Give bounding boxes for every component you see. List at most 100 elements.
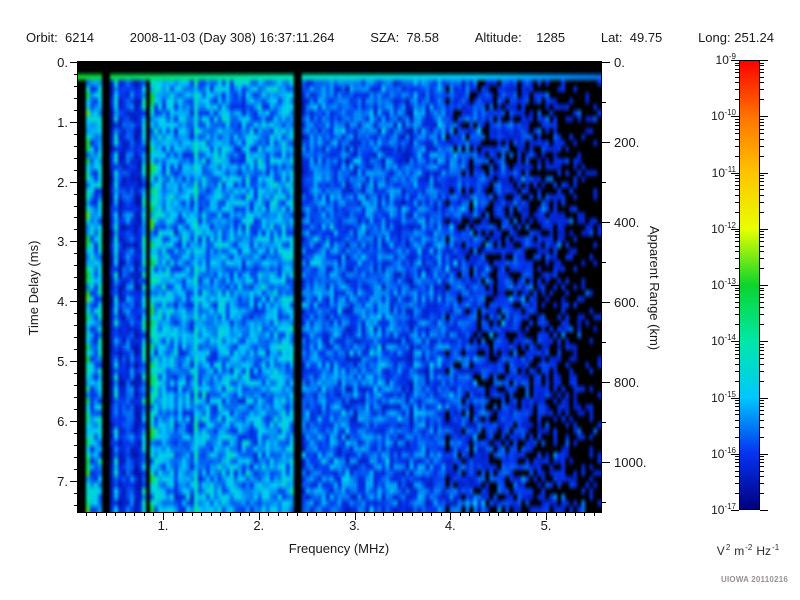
colorbar-minor-tick [735, 181, 739, 183]
x-axis-minor-tick [574, 512, 576, 516]
y-left-minor-tick [74, 504, 78, 506]
x-axis-minor-tick [297, 512, 299, 516]
colorbar-minor-tick [735, 343, 739, 345]
x-axis-minor-tick [507, 512, 509, 516]
y-right-tick-label: 800. [614, 375, 640, 390]
x-axis-minor-tick [536, 512, 538, 516]
colorbar [739, 60, 760, 510]
x-axis-minor-tick [268, 512, 270, 516]
x-axis-minor-tick [316, 512, 318, 516]
header-datetime: 2008-11-03 (Day 308) 16:37:11.264 [129, 30, 335, 45]
y-left-minor-tick [74, 313, 78, 315]
colorbar-major-tick [731, 453, 739, 455]
header-long: Long: 251.24 [698, 30, 774, 45]
colorbar-minor-tick [735, 466, 739, 468]
x-axis-major-tick [450, 512, 452, 520]
colorbar-minor-tick [735, 290, 739, 292]
y-left-minor-tick [74, 492, 78, 494]
colorbar-minor-tick [760, 121, 764, 123]
colorbar-minor-tick [735, 293, 739, 295]
x-axis-tick-label: 3. [349, 518, 360, 533]
colorbar-major-tick [760, 510, 768, 511]
colorbar-minor-tick [735, 175, 739, 177]
x-axis-tick-label: 5. [540, 518, 552, 533]
colorbar-minor-tick [760, 493, 764, 495]
colorbar-minor-tick [735, 470, 739, 472]
y-left-minor-tick [74, 265, 78, 267]
y-left-minor-tick [74, 384, 78, 386]
colorbar-minor-tick [735, 245, 739, 247]
colorbar-minor-tick [735, 456, 739, 458]
colorbar-minor-tick [760, 155, 764, 157]
x-axis-minor-tick [105, 512, 107, 516]
y-left-major-tick [70, 241, 78, 243]
y-left-minor-tick [74, 169, 78, 171]
colorbar-minor-tick [760, 258, 764, 260]
colorbar-minor-tick [760, 65, 764, 67]
colorbar-minor-tick [735, 380, 739, 382]
colorbar-minor-tick [760, 349, 764, 351]
y-left-minor-tick [74, 193, 78, 195]
y-right-major-tick [602, 222, 610, 223]
colorbar-minor-tick [735, 201, 739, 203]
colorbar-minor-tick [735, 483, 739, 485]
colorbar-minor-tick [760, 293, 764, 295]
colorbar-major-tick [731, 341, 739, 343]
colorbar-minor-tick [735, 409, 739, 411]
colorbar-minor-tick [735, 99, 739, 101]
x-axis-minor-tick [124, 512, 126, 516]
x-axis-minor-tick [411, 512, 413, 516]
colorbar-major-tick [731, 116, 739, 118]
y-left-tick-label: 4. [57, 294, 68, 310]
colorbar-minor-tick [735, 349, 739, 351]
colorbar-minor-tick [735, 287, 739, 289]
x-axis-minor-tick [220, 512, 222, 516]
colorbar-minor-tick [760, 290, 764, 292]
spectrogram-canvas [78, 62, 601, 512]
colorbar-major-tick [760, 172, 768, 174]
colorbar-minor-tick [760, 184, 764, 186]
units-exponent: 2 [725, 543, 731, 552]
colorbar-major-tick [760, 341, 768, 343]
colorbar-major-tick [760, 116, 768, 118]
colorbar-minor-tick [760, 346, 764, 348]
units-base: V [716, 544, 725, 558]
colorbar-major-tick [760, 453, 768, 455]
x-axis-title: Frequency (MHz) [288, 541, 390, 556]
header-info: Orbit: 6214 2008-11-03 (Day 308) 16:37:1… [26, 30, 774, 45]
colorbar-minor-tick [735, 363, 739, 365]
y-left-tick-label: 3. [57, 234, 68, 250]
y-left-minor-tick [74, 277, 78, 279]
colorbar-minor-tick [760, 343, 764, 345]
y-left-minor-tick [74, 97, 78, 99]
colorbar-minor-tick [735, 314, 739, 316]
y-left-minor-tick [74, 73, 78, 75]
x-axis-minor-tick [344, 512, 346, 516]
y-left-minor-tick [74, 133, 78, 135]
colorbar-tick-label: 10-11 [711, 164, 736, 180]
header-lat: Lat: 49.75 [600, 30, 663, 45]
colorbar-minor-tick [735, 65, 739, 67]
colorbar-minor-tick [760, 133, 764, 135]
y-axis-title-right: Apparent Range (km) [647, 225, 662, 351]
colorbar-tick-label: 10-12 [711, 220, 736, 236]
colorbar-minor-tick [735, 459, 739, 461]
x-axis-minor-tick [478, 512, 480, 516]
colorbar-minor-tick [760, 251, 764, 253]
x-axis-minor-tick [488, 512, 490, 516]
x-axis-minor-tick [182, 512, 184, 516]
x-axis-minor-tick [325, 512, 327, 516]
y-right-major-tick [602, 382, 610, 383]
colorbar-minor-tick [735, 62, 739, 64]
x-axis-minor-tick [517, 512, 519, 516]
colorbar-tick-label: 10-13 [711, 277, 736, 292]
y-right-tick-label: 600. [614, 295, 640, 310]
colorbar-minor-tick [735, 370, 739, 372]
x-axis-minor-tick [383, 512, 385, 516]
y-right-minor-tick [602, 262, 606, 263]
colorbar-minor-tick [735, 184, 739, 186]
colorbar-minor-tick [760, 181, 764, 183]
y-left-tick-label: 7. [57, 473, 68, 489]
y-right-minor-tick [602, 342, 606, 343]
